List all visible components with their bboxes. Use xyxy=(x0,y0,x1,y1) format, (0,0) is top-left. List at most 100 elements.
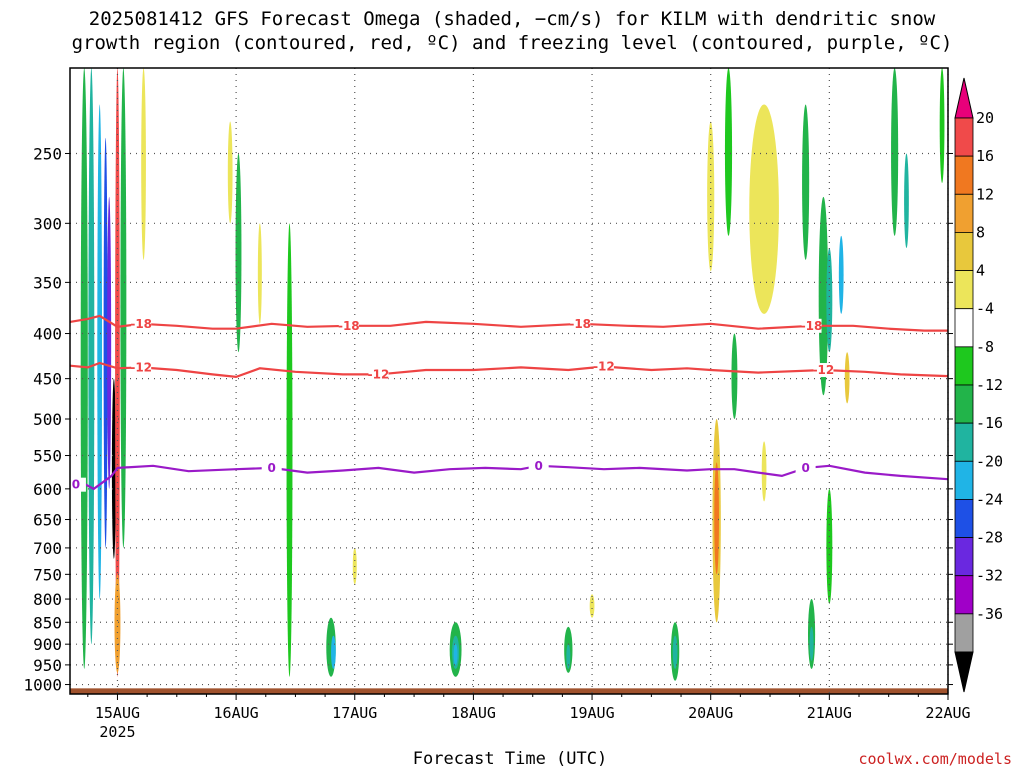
y-tick-label: 300 xyxy=(33,214,62,233)
omega-blob xyxy=(707,121,715,272)
x-tick-label: 15AUG xyxy=(95,704,140,722)
colorbar-label: -12 xyxy=(976,376,1003,394)
colorbar-band xyxy=(954,155,974,195)
x-tick-label: 16AUG xyxy=(214,704,259,722)
omega-blob xyxy=(838,235,844,314)
colorbar-label: 12 xyxy=(976,185,994,203)
x-axis-title: Forecast Time (UTC) xyxy=(413,749,607,768)
colorbar: 20 16 12 8 4 -4 -8 -12 -16 -20 -24 -28 -32 -36 xyxy=(954,77,1003,693)
credit-link[interactable]: coolwx.com/models xyxy=(858,750,1012,768)
omega-blob xyxy=(809,626,814,661)
omega-blob xyxy=(141,67,146,260)
colorbar-band xyxy=(954,613,974,653)
omega-blob xyxy=(844,352,850,404)
contour-label: -18 xyxy=(569,317,591,331)
omega-blob xyxy=(589,594,595,618)
y-tick-label: 650 xyxy=(33,511,62,530)
colorbar-band xyxy=(954,346,974,386)
colorbar-label: 16 xyxy=(976,147,994,165)
omega-blob xyxy=(826,248,833,353)
contour-label: -12 xyxy=(130,360,152,374)
omega-blob xyxy=(103,137,108,548)
contour-label-bg xyxy=(131,360,152,375)
x-tick-year: 2025 xyxy=(99,723,135,741)
contour-label: -18 xyxy=(130,317,152,331)
ground-fill xyxy=(70,688,948,694)
y-tick-label: 700 xyxy=(33,539,62,558)
contours: -18 -18 -18 -18 -12 -12 -12 -12 0 0 0 0 xyxy=(65,314,949,492)
omega-blob xyxy=(115,68,120,677)
omega-blob xyxy=(724,67,733,236)
colorbar-band xyxy=(954,537,974,577)
colorbar-label: 4 xyxy=(976,262,985,280)
omega-blob xyxy=(111,378,116,559)
omega-blob xyxy=(714,462,720,575)
contour-label: 0 xyxy=(72,478,80,492)
omega-blob xyxy=(114,574,121,673)
omega-blob xyxy=(257,223,262,324)
omega-blob xyxy=(749,104,779,314)
contour-label: 0 xyxy=(268,461,276,475)
y-tick-label: 550 xyxy=(33,447,62,466)
colorbar-label: -32 xyxy=(976,567,1003,585)
contour-label-bg xyxy=(338,318,359,333)
colorbar-band xyxy=(954,193,974,233)
omega-blob xyxy=(761,441,767,502)
contour-label-bg xyxy=(65,477,86,492)
plot-border xyxy=(69,67,949,695)
contour-label-bg xyxy=(813,363,834,378)
colorbar-label: -16 xyxy=(976,414,1003,432)
colorbar-band xyxy=(954,460,974,500)
omega-blob xyxy=(97,104,103,600)
x-tick-label: 22AUG xyxy=(925,704,970,722)
colorbar-label: -8 xyxy=(976,338,994,356)
contour-label-bg xyxy=(570,316,591,331)
omega-blob xyxy=(286,223,293,677)
x-tick-label: 17AUG xyxy=(332,704,377,722)
y-tick-label: 600 xyxy=(33,480,62,499)
y-tick-label: 750 xyxy=(33,565,62,584)
title-line-2: growth region (contoured, red, ºC) and f… xyxy=(72,32,953,54)
contour-label: -18 xyxy=(801,319,823,333)
omega-blob xyxy=(802,104,810,260)
contour-label-bg xyxy=(368,367,389,382)
omega-blob xyxy=(891,67,899,236)
y-tick-label: 850 xyxy=(33,613,62,632)
colorbar-label: 8 xyxy=(976,223,985,241)
y-tick-label: 1000 xyxy=(23,676,62,695)
title-line-1: 2025081412 GFS Forecast Omega (shaded, −… xyxy=(89,8,936,30)
y-tick-label: 250 xyxy=(33,144,62,163)
plot-frame xyxy=(69,67,949,695)
colorbar-band xyxy=(954,575,974,615)
x-tick-label: 21AUG xyxy=(807,704,852,722)
omega-blob xyxy=(566,644,571,669)
contour-label-bg xyxy=(131,316,152,331)
colorbar-label: -36 xyxy=(976,605,1003,623)
omega-blob xyxy=(453,644,458,665)
omega-blob xyxy=(672,635,678,669)
y-tick-label: 900 xyxy=(33,635,62,654)
colorbar-band xyxy=(954,308,974,348)
contour-label-bg xyxy=(528,458,549,473)
contour-label: -18 xyxy=(338,319,360,333)
y-tick-label: 400 xyxy=(33,325,62,344)
y-tick-label: 350 xyxy=(33,273,62,292)
colorbar-band xyxy=(954,270,974,310)
contour-label: -12 xyxy=(368,367,390,381)
ground-strip xyxy=(70,688,948,694)
x-tick-label: 19AUG xyxy=(569,704,614,722)
contour-label: -12 xyxy=(813,363,835,377)
grid xyxy=(70,68,949,694)
colorbar-band xyxy=(954,117,974,157)
y-tick-label: 500 xyxy=(33,410,62,429)
contour-label-bg xyxy=(801,318,822,333)
omega-blob xyxy=(731,333,738,420)
colorbar-bottom-triangle xyxy=(954,651,974,693)
omega-blob xyxy=(331,635,336,669)
omega-blob xyxy=(80,68,88,669)
y-tick-label: 800 xyxy=(33,590,62,609)
contour-label-bg xyxy=(261,460,282,475)
colorbar-label: -20 xyxy=(976,452,1003,470)
contour-label: -12 xyxy=(593,360,615,374)
plot-area xyxy=(70,68,948,694)
